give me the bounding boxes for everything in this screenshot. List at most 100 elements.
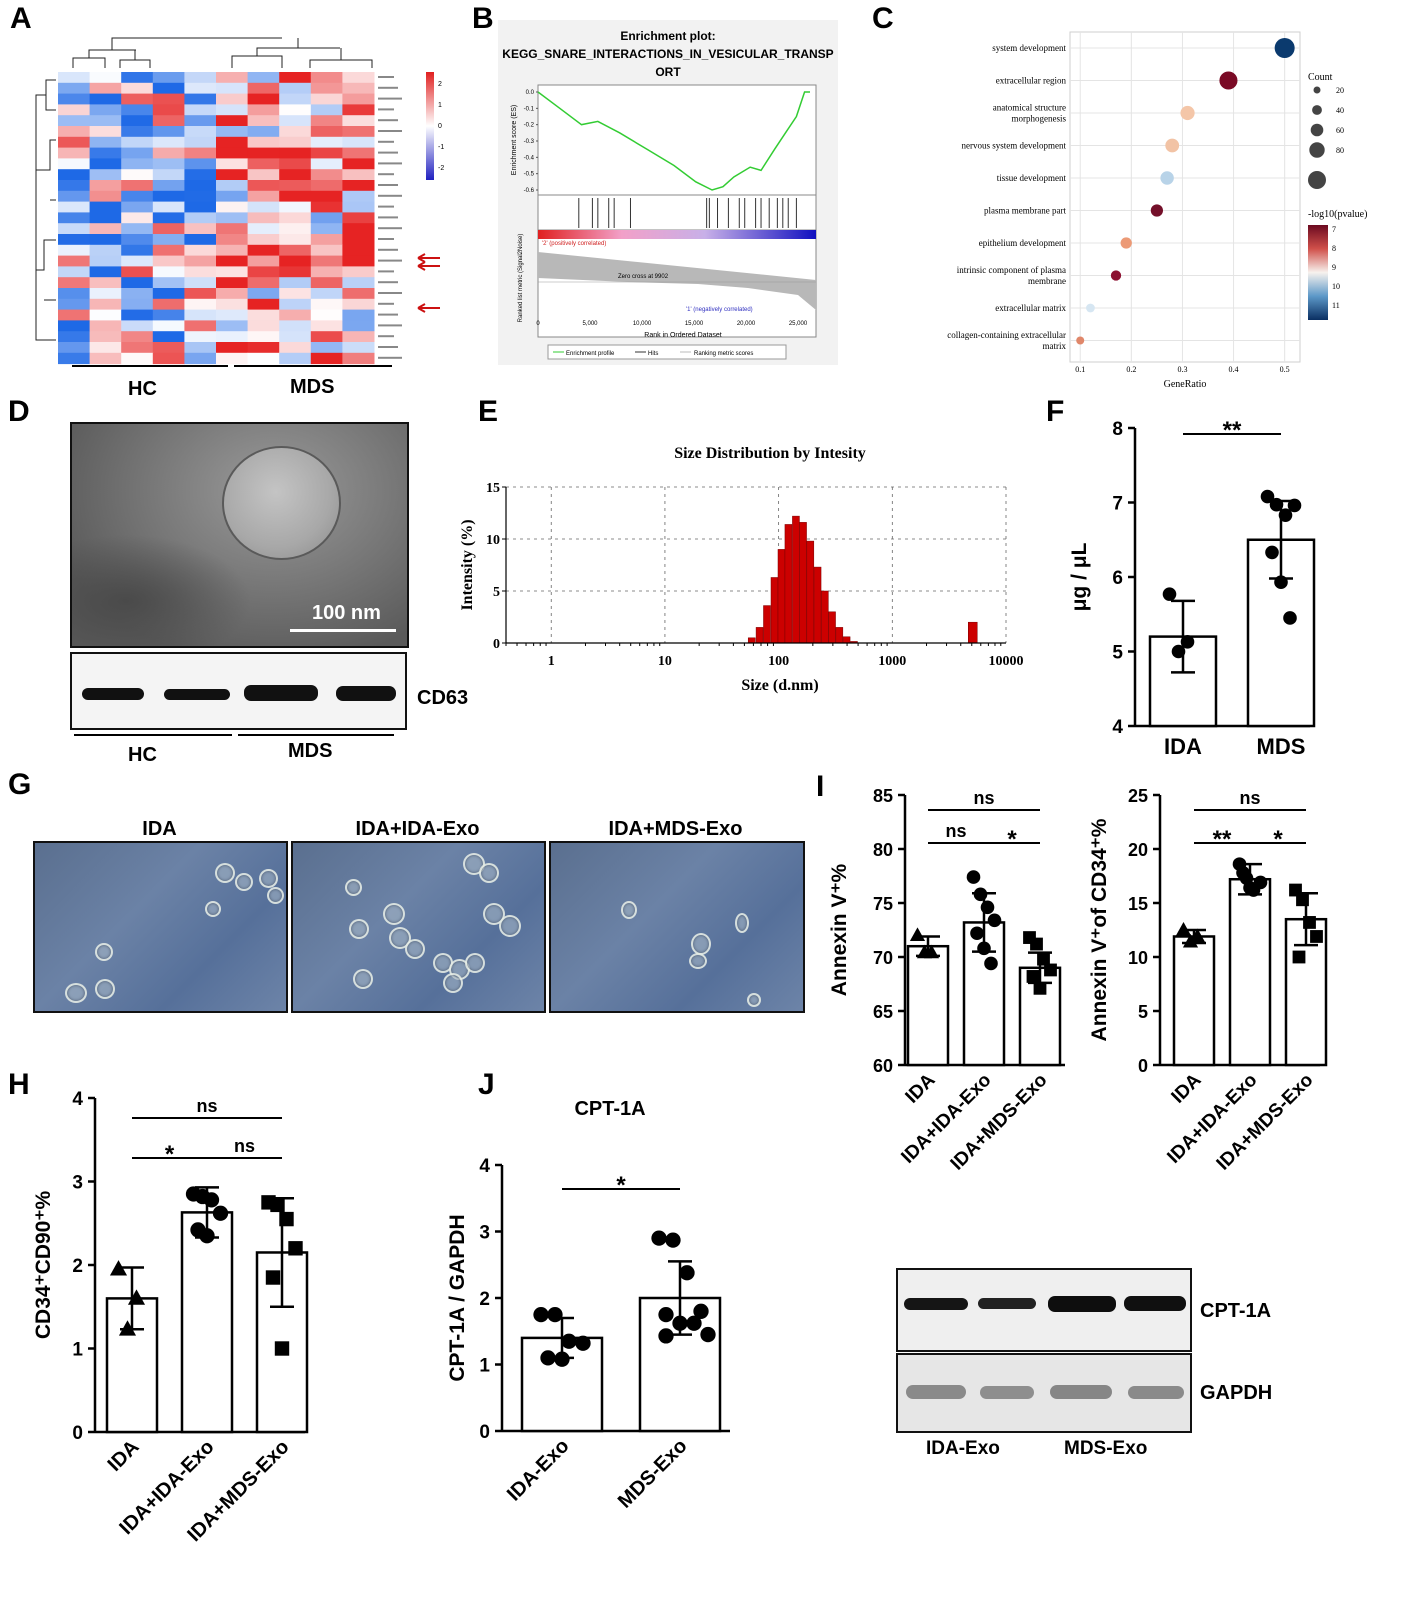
heatmap-cell <box>216 93 249 105</box>
panel-label-e: E <box>478 395 499 428</box>
heatmap-cell <box>342 147 375 159</box>
micrograph-ida-ida-exo <box>291 841 546 1013</box>
heatmap-cell <box>58 115 91 127</box>
heatmap-gene-label <box>378 270 394 273</box>
cell <box>95 979 115 999</box>
heatmap-cell <box>89 201 122 213</box>
heatmap-cell <box>342 104 375 116</box>
heatmap-cell <box>58 93 91 105</box>
bar <box>520 1336 604 1433</box>
heatmap-cell <box>247 72 280 84</box>
cell <box>621 901 637 919</box>
heatmap-cell <box>279 104 312 116</box>
y-tick: 0 <box>1138 1056 1148 1076</box>
heatmap-cell <box>121 266 154 278</box>
count-legend-tick: 20 <box>1336 86 1344 95</box>
heatmap-colorbar-tick: 1 <box>438 102 442 109</box>
heatmap-cell <box>279 158 312 170</box>
heatmap-group-hc: HC <box>128 378 157 400</box>
size-chart-y-tick: 10 <box>486 533 500 548</box>
size-bar <box>842 636 851 644</box>
heatmap-cell <box>152 244 185 257</box>
y-tick: 15 <box>1128 894 1148 914</box>
panel-label-h: H <box>8 1068 30 1101</box>
cell <box>443 973 463 993</box>
heatmap-cell <box>58 212 91 224</box>
heatmap-cell <box>58 277 91 289</box>
heatmap-cell <box>216 115 249 127</box>
y-tick: 10 <box>1128 948 1148 968</box>
heatmap-cell <box>310 158 343 170</box>
dotplot-dot <box>1165 138 1180 153</box>
heatmap-cell <box>184 72 217 84</box>
heatmap-cell <box>152 277 185 289</box>
heatmap-cell <box>89 147 122 159</box>
dotplot-term-label: plasma membrane part <box>984 206 1066 216</box>
heatmap-cell <box>342 342 375 354</box>
count-legend-dot <box>1309 142 1325 158</box>
gsea-es-tick: -0.2 <box>524 123 535 129</box>
cpt1a-band-1 <box>904 1298 968 1310</box>
data-point-triangle <box>1182 933 1199 948</box>
heatmap-cell <box>152 104 185 116</box>
heatmap-cell <box>279 266 312 278</box>
gsea-enrichment-curve <box>537 91 810 191</box>
data-point-square <box>1292 950 1306 964</box>
heatmap-cell <box>216 223 249 235</box>
heatmap-cell <box>279 180 312 192</box>
heatmap-cell <box>342 201 375 213</box>
pval-legend-tick: 10 <box>1332 282 1340 291</box>
blot-group-line-mds <box>238 734 394 736</box>
dotplot-term-label: collagen-containing extracellular <box>947 330 1066 340</box>
data-point-circle <box>1162 587 1177 601</box>
heatmap-cell <box>247 320 280 332</box>
heatmap-cell <box>89 180 122 192</box>
heatmap-cell <box>279 82 312 95</box>
y-tick: 1 <box>72 1340 83 1361</box>
data-point-circle <box>966 870 981 884</box>
heatmap-cell <box>279 320 312 332</box>
gsea-legend-hits: Hits <box>648 351 658 357</box>
y-tick: 5 <box>1112 643 1123 664</box>
heatmap-cell <box>279 136 312 149</box>
bar <box>1228 877 1272 1067</box>
heatmap-gene-label <box>378 173 394 176</box>
heatmap-cell <box>58 309 91 321</box>
heatmap-cell <box>342 72 375 84</box>
heatmap-cell <box>58 288 91 300</box>
heatmap-cell <box>89 244 122 257</box>
panel-label-g: G <box>8 768 32 801</box>
gapdh-band-3 <box>1050 1385 1112 1399</box>
blot-group-ida-exo: IDA-Exo <box>926 1438 1000 1459</box>
heatmap-cell <box>121 136 154 149</box>
heatmap-cell <box>152 180 185 192</box>
heatmap-cell <box>310 190 343 203</box>
heatmap-colorbar-tick: 2 <box>438 81 442 88</box>
heatmap-cell <box>342 223 375 235</box>
heatmap-cell <box>58 158 91 170</box>
heatmap-cell <box>342 115 375 127</box>
blot-group-line-hc <box>74 734 232 736</box>
heatmap-cell <box>342 234 375 246</box>
data-point-square <box>1037 952 1050 966</box>
cell <box>383 903 405 925</box>
gapdh-band-4 <box>1128 1386 1184 1399</box>
heatmap-cell <box>184 309 217 321</box>
heatmap-cell <box>247 126 280 138</box>
count-legend-dot <box>1313 86 1321 94</box>
dotplot-term-label: anatomical structure <box>993 103 1066 113</box>
y-tick: 7 <box>1112 494 1123 515</box>
heatmap-cell <box>247 234 280 246</box>
data-point-triangle <box>118 1320 137 1336</box>
heatmap-cell <box>216 169 249 181</box>
size-chart-grid <box>506 486 1007 643</box>
data-point-circle <box>1253 875 1268 890</box>
heatmap-cell <box>121 212 154 224</box>
gsea-enrichment-plot: Enrichment plot: KEGG_SNARE_INTERACTIONS… <box>498 20 838 365</box>
heatmap-cell <box>247 169 280 181</box>
heatmap-cell <box>247 147 280 159</box>
heatmap-cell <box>279 201 312 213</box>
significance-label: ns <box>973 788 994 808</box>
heatmap-cell <box>184 331 217 343</box>
gsea-es-tick: -0.6 <box>524 188 535 194</box>
